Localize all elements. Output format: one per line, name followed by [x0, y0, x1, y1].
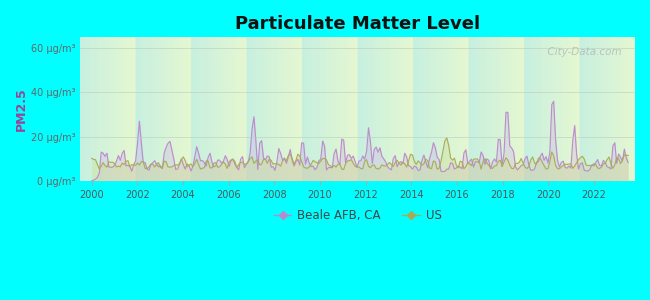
Title: Particulate Matter Level: Particulate Matter Level	[235, 15, 480, 33]
Text: City-Data.com: City-Data.com	[541, 47, 621, 57]
Y-axis label: PM2.5: PM2.5	[15, 87, 28, 131]
Legend: Beale AFB, CA, US: Beale AFB, CA, US	[269, 204, 447, 226]
